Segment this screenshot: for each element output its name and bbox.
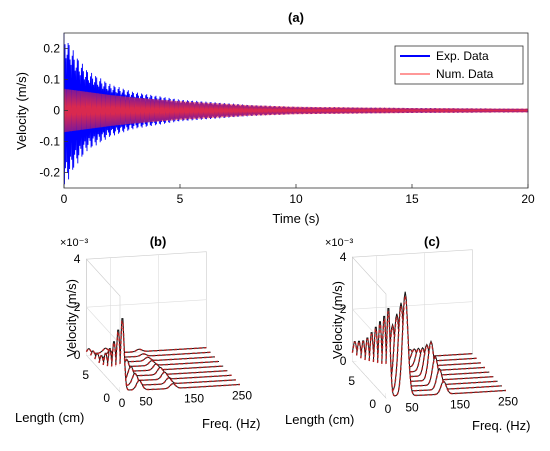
- spectrum-fit-line: [106, 349, 228, 378]
- side-wall: [352, 256, 387, 399]
- spectrum-fit-line: [110, 342, 232, 382]
- freq-tick-label: 0: [119, 396, 126, 410]
- spectrum-fit-line: [385, 295, 506, 397]
- length-tick-label: 0: [103, 391, 110, 405]
- panel-a-xlabel: Time (s): [272, 211, 319, 226]
- freq-tick-label: 250: [498, 395, 518, 409]
- panel-a-legend: Exp. Data Num. Data: [394, 45, 524, 85]
- spectrum-fit-line: [360, 341, 481, 369]
- length-tick-label: 5: [348, 374, 355, 388]
- spectrum-fit-line: [94, 352, 215, 364]
- y-tick-label: -0.2: [39, 166, 60, 180]
- y-tick-label: 0.1: [43, 73, 60, 87]
- panel-c-ylabel: Length (cm): [285, 412, 354, 427]
- series-num-line: [63, 88, 529, 133]
- x-tick-label: 20: [521, 192, 535, 206]
- panel-a: (a) 0 5 10 15 20 -0.2 -0.1 0 0.1 0.2 Time (s) Vel…: [14, 10, 535, 226]
- z-tick-label: 4: [74, 252, 81, 266]
- panel-b-exponent: ×10⁻³: [60, 237, 88, 249]
- panel-c-zlabel: Velocity (m/s): [330, 281, 345, 359]
- x-tick-label: 0: [61, 192, 68, 206]
- freq-tick-label: 150: [450, 398, 470, 412]
- freq-tick-label: 150: [184, 392, 204, 406]
- x-tick-label: 10: [289, 192, 303, 206]
- y-tick-label: 0: [53, 104, 60, 118]
- x-tick-label: 15: [405, 192, 419, 206]
- legend-box: [394, 45, 524, 85]
- z-tick-label: 4: [340, 250, 347, 264]
- side-wall: [86, 258, 121, 393]
- panel-b-label: (b): [150, 234, 167, 249]
- z-tick-label: 2: [340, 302, 347, 316]
- spectrum-fit-line: [115, 331, 236, 387]
- y-tick-label: -0.1: [39, 135, 60, 149]
- freq-tick-label: 0: [385, 402, 392, 416]
- grid-line: [86, 299, 207, 308]
- panel-a-traces: [63, 32, 529, 185]
- freq-tick-label: 250: [232, 389, 252, 403]
- panel-b-xlabel: Freq. (Hz): [202, 416, 261, 431]
- spectrum-fit-line: [119, 320, 240, 391]
- panel-a-label: (a): [288, 10, 304, 25]
- spectrum-fit-line: [85, 347, 207, 354]
- grid-line: [352, 301, 473, 310]
- z-tick-label: 2: [74, 300, 81, 314]
- spectrum-fit-line: [381, 306, 502, 392]
- grid-line: [86, 306, 121, 345]
- legend-label-num: Num. Data: [436, 67, 494, 81]
- panel-c-label: (c): [424, 234, 440, 249]
- z-tick-label: 0: [340, 354, 347, 368]
- panel-c-xlabel: Freq. (Hz): [472, 418, 531, 433]
- panel-b-ylabel: Length (cm): [15, 410, 84, 425]
- panel-a-ticks: 0 5 10 15 20 -0.2 -0.1 0 0.1 0.2: [39, 42, 535, 207]
- spectrum-fit-line: [376, 316, 498, 388]
- y-tick-label: 0.2: [43, 42, 60, 56]
- z-tick-label: 0: [74, 348, 81, 362]
- length-tick-label: 5: [82, 368, 89, 382]
- length-tick-label: 0: [369, 397, 376, 411]
- legend-label-exp: Exp. Data: [436, 49, 489, 63]
- panel-b-zlabel: Velocity (m/s): [64, 279, 79, 357]
- freq-tick-label: 50: [139, 395, 153, 409]
- panel-a-ylabel: Velocity (m/s): [14, 72, 29, 150]
- freq-tick-label: 50: [405, 401, 419, 415]
- panel-c-exponent: ×10⁻³: [325, 237, 353, 249]
- x-tick-label: 5: [177, 192, 184, 206]
